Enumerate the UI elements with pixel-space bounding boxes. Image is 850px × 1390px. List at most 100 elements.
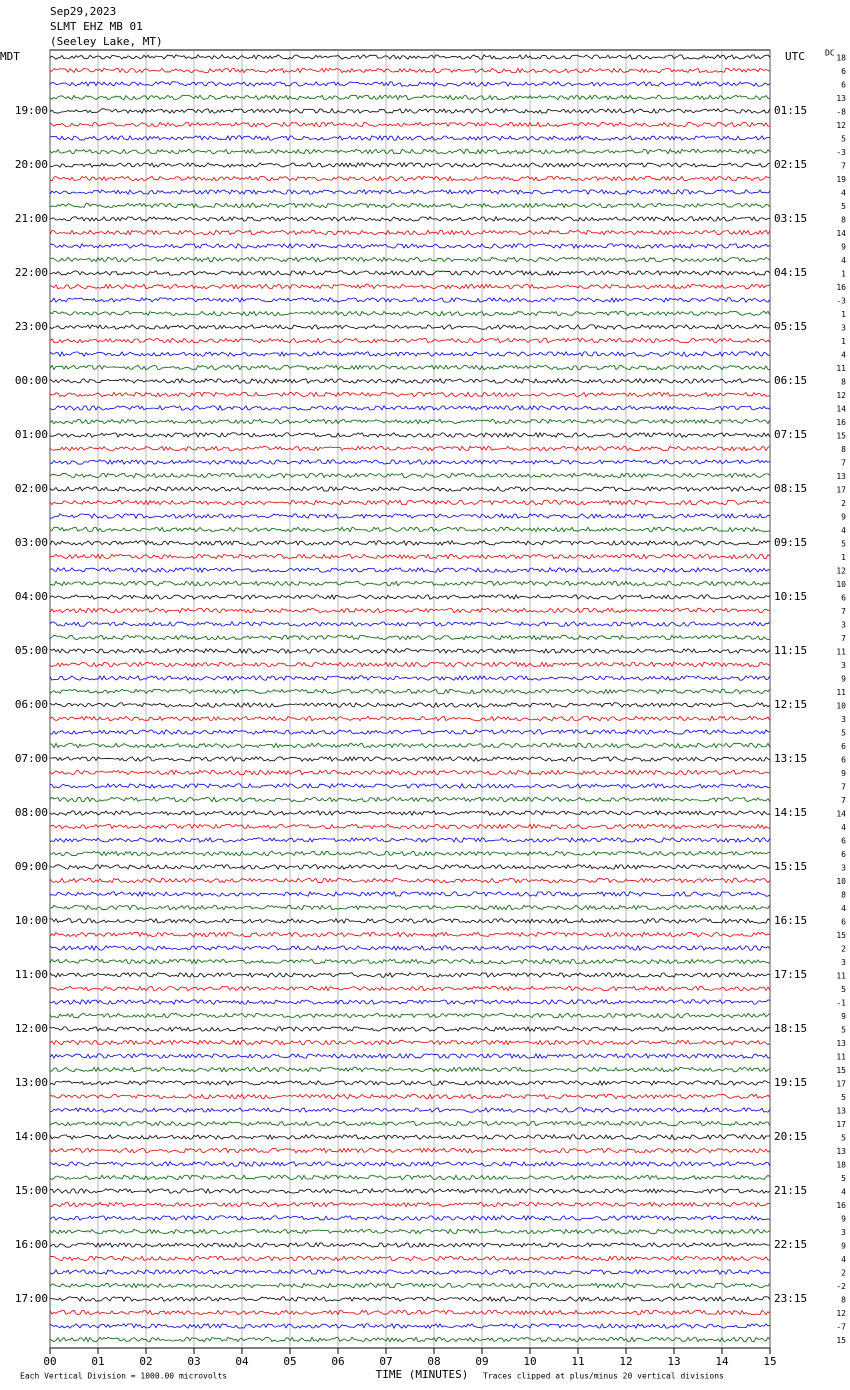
- dc-offset: 3: [841, 324, 846, 333]
- x-tick-label: 08: [427, 1355, 440, 1368]
- seismic-trace: [49, 189, 771, 196]
- seismic-trace: [49, 567, 770, 574]
- dc-offset: 6: [841, 756, 846, 765]
- seismic-trace: [49, 215, 771, 222]
- seismic-trace: [49, 513, 771, 520]
- dc-offset: 6: [841, 67, 846, 76]
- left-time-label: 15:00: [15, 1184, 48, 1197]
- dc-offset: 4: [841, 189, 846, 198]
- right-time-label: 21:15: [774, 1184, 807, 1197]
- footer-left: Each Vertical Division = 1000.00 microvo…: [20, 1372, 227, 1381]
- seismic-trace: [49, 1296, 771, 1303]
- seismic-trace: [49, 1120, 771, 1127]
- seismic-trace: [49, 1147, 771, 1154]
- seismic-trace: [49, 431, 771, 439]
- dc-offset: 10: [836, 580, 846, 589]
- right-time-label: 05:15: [774, 320, 807, 333]
- seismic-trace: [49, 107, 771, 114]
- seismic-trace: [49, 918, 771, 925]
- left-time-label: 04:00: [15, 590, 48, 603]
- dc-offset: 2: [841, 499, 846, 508]
- dc-offset: 15: [836, 432, 846, 441]
- right-time-label: 11:15: [774, 644, 807, 657]
- dc-offset: 1: [841, 310, 846, 319]
- dc-offset: 16: [836, 283, 846, 292]
- seismic-trace: [49, 769, 771, 776]
- seismic-trace: [49, 1309, 771, 1316]
- dc-offset: 9: [841, 675, 846, 684]
- seismic-trace: [49, 350, 771, 358]
- right-time-label: 22:15: [774, 1238, 807, 1251]
- seismic-trace: [49, 729, 771, 735]
- dc-offset: 8: [841, 1296, 846, 1305]
- left-time-label: 00:00: [15, 374, 48, 387]
- seismic-trace: [49, 54, 771, 60]
- seismic-trace: [49, 472, 771, 479]
- left-time-label: 14:00: [15, 1130, 48, 1143]
- seismic-trace: [49, 229, 771, 236]
- dc-offset: 4: [841, 904, 846, 913]
- seismic-trace: [49, 1269, 771, 1275]
- dc-offset: 6: [841, 742, 846, 751]
- seismic-trace: [49, 1039, 771, 1046]
- dc-offset: 17: [836, 1080, 846, 1089]
- seismic-trace: [49, 661, 771, 668]
- seismic-trace: [49, 486, 771, 492]
- seismic-trace: [49, 1228, 771, 1235]
- seismic-trace: [49, 823, 771, 830]
- seismic-trace: [49, 256, 771, 263]
- dc-offset: 9: [841, 513, 846, 522]
- x-tick-label: 13: [667, 1355, 680, 1368]
- dc-offset: 18: [836, 54, 846, 63]
- left-time-label: 06:00: [15, 698, 48, 711]
- seismic-trace: [49, 634, 771, 641]
- seismic-trace: [49, 674, 771, 681]
- left-time-label: 10:00: [15, 914, 48, 927]
- seismic-trace: [49, 1255, 771, 1262]
- x-tick-label: 15: [763, 1355, 776, 1368]
- dc-offset: 7: [841, 796, 846, 805]
- dc-offset: 15: [836, 931, 846, 940]
- dc-offset: 7: [841, 607, 846, 616]
- dc-offset: 6: [841, 918, 846, 927]
- dc-offset: 8: [841, 891, 846, 900]
- left-time-label: 03:00: [15, 536, 48, 549]
- right-time-label: 23:15: [774, 1292, 807, 1305]
- left-time-label: 20:00: [15, 158, 48, 171]
- left-time-label: 17:00: [15, 1292, 48, 1305]
- seismic-trace: [49, 715, 771, 722]
- seismic-trace: [49, 121, 771, 128]
- seismic-trace: [49, 958, 771, 965]
- dc-offset: 5: [841, 1174, 846, 1183]
- right-timezone: UTC: [785, 50, 805, 63]
- seismic-trace: [49, 94, 771, 101]
- dc-offset: 3: [841, 621, 846, 630]
- left-timezone: MDT: [0, 50, 20, 63]
- dc-offset: 1: [841, 337, 846, 346]
- seismic-trace: [49, 1052, 771, 1059]
- seismic-trace: [49, 890, 771, 898]
- seismic-trace: [49, 337, 771, 344]
- dc-offset: 7: [841, 634, 846, 643]
- seismic-trace: [49, 283, 771, 290]
- seismic-trace: [49, 296, 771, 304]
- dc-offset: 17: [836, 1120, 846, 1129]
- seismic-trace: [49, 391, 771, 398]
- x-tick-label: 06: [331, 1355, 344, 1368]
- left-time-label: 16:00: [15, 1238, 48, 1251]
- seismic-trace: [49, 1241, 771, 1248]
- seismic-trace: [49, 242, 771, 250]
- x-tick-label: 03: [187, 1355, 200, 1368]
- left-time-label: 07:00: [15, 752, 48, 765]
- dc-offset: 12: [836, 121, 846, 130]
- right-time-label: 19:15: [774, 1076, 807, 1089]
- dc-offset: 7: [841, 459, 846, 468]
- seismic-trace: [49, 836, 771, 843]
- seismic-trace: [49, 1201, 771, 1208]
- dc-offset: 12: [836, 1309, 846, 1318]
- seismic-trace: [49, 269, 771, 276]
- dc-offset: 14: [836, 229, 846, 238]
- left-time-label: 02:00: [15, 482, 48, 495]
- right-time-label: 17:15: [774, 968, 807, 981]
